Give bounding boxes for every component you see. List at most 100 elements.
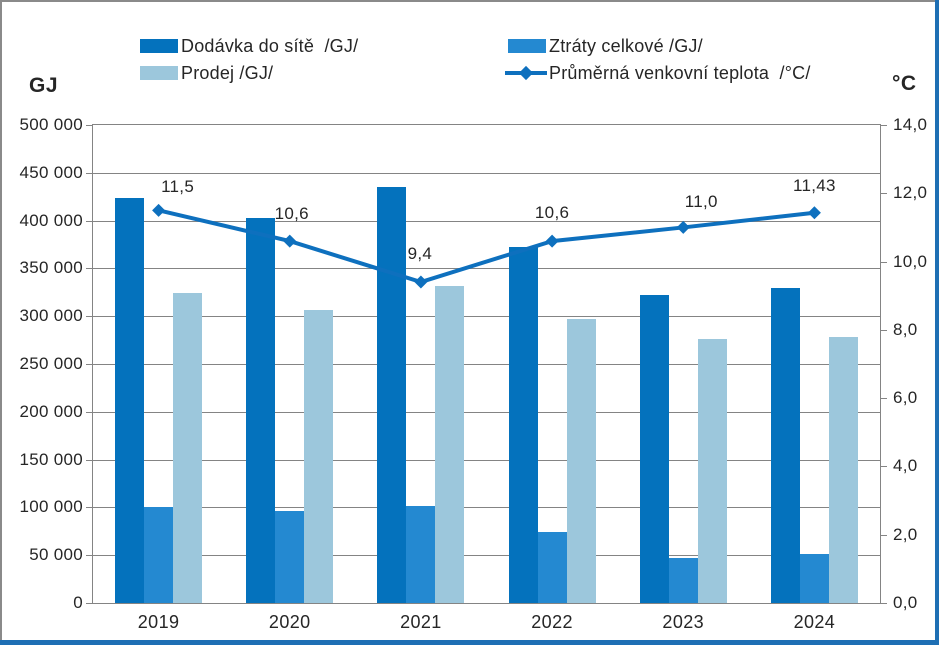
bar: [275, 511, 305, 603]
left-axis-tick-label: 0: [73, 593, 83, 612]
legend-label: Ztráty celkové /GJ/: [549, 35, 703, 56]
temperature-marker-icon: [545, 234, 559, 248]
line-diamond-icon: [505, 64, 547, 82]
x-axis-year-label: 2024: [793, 612, 836, 632]
bar: [144, 507, 174, 603]
bar: [828, 337, 858, 603]
legend-swatch-ztraty: [508, 39, 546, 53]
right-axis-tick-label: 10,0: [893, 251, 928, 271]
left-axis-tick-label: 500 000: [19, 115, 83, 134]
left-axis-tick: [86, 316, 93, 318]
bar: [377, 187, 407, 603]
gridline: [93, 507, 880, 509]
bar-group-2020: [224, 125, 355, 603]
bar: [435, 285, 465, 603]
left-axis-tick-label: 350 000: [19, 258, 83, 278]
legend-item-prodej: Prodej /GJ/: [140, 62, 274, 83]
temperature-value-label: 10,6: [274, 204, 309, 224]
temperature-value-label: 10,6: [534, 203, 570, 223]
left-axis-tick-label: 100 000: [19, 497, 83, 517]
gridline: [93, 459, 880, 461]
bar-group-2023: [618, 125, 749, 603]
left-axis-tick: [86, 507, 93, 509]
temperature-marker-icon: [807, 206, 821, 220]
legend-swatch-prodej: [140, 66, 178, 80]
bar-group-2024: [749, 125, 880, 603]
x-axis-year-label: 2023: [662, 612, 705, 632]
temperature-value-label: 11,43: [793, 175, 836, 195]
x-axis-year-label: 2021: [400, 612, 442, 632]
left-axis-tick: [86, 603, 93, 604]
gridline: [93, 220, 880, 222]
gridline: [93, 316, 880, 318]
right-axis-tick: [880, 534, 887, 536]
gridline: [93, 555, 880, 557]
frame-edge-left: [0, 0, 2, 645]
gridline: [93, 268, 880, 270]
bar-group-2022: [487, 125, 618, 603]
right-axis-tick-label: 12,0: [893, 183, 928, 203]
gridline: [93, 411, 880, 413]
left-axis-tick: [86, 411, 93, 413]
temperature-marker-icon: [283, 234, 297, 248]
left-axis-title: GJ: [29, 74, 59, 97]
right-axis-tick: [880, 329, 887, 331]
gridline: [93, 172, 880, 174]
right-axis-tick: [880, 603, 887, 604]
bar-group-2021: [355, 125, 486, 603]
bar: [115, 197, 145, 603]
bar: [668, 558, 698, 603]
legend-item-teplota: Průměrná venkovní teplota /°C/: [505, 62, 811, 83]
left-axis-tick: [86, 220, 93, 222]
gridline: [93, 364, 880, 365]
right-axis-tick-label: 8,0: [893, 319, 918, 339]
temperature-marker-icon: [676, 220, 690, 234]
right-axis-tick: [880, 125, 887, 126]
plot-area: 500 000 450 000 400 000 350 000 300 000 250 0…: [19, 115, 927, 632]
bar: [799, 554, 829, 603]
x-axis-year-label: 2019: [137, 612, 180, 632]
bar: [173, 293, 203, 603]
left-axis-tick: [86, 459, 93, 461]
bar-group-2019: [93, 125, 224, 603]
right-axis-tick-label: 2,0: [893, 524, 918, 544]
bar: [246, 217, 276, 603]
right-axis-tick-label: 4,0: [893, 456, 918, 476]
left-axis-tick-label: 250 000: [19, 354, 83, 373]
temperature-line: [158, 208, 815, 285]
right-axis-title: °C: [892, 72, 917, 95]
left-axis-tick: [86, 172, 93, 174]
bar: [304, 309, 334, 603]
bar: [770, 288, 800, 603]
bar: [508, 247, 538, 603]
left-axis-tick-label: 150 000: [19, 449, 83, 469]
left-axis-tick: [86, 125, 93, 126]
x-axis-year-label: 2022: [531, 612, 573, 632]
bar: [406, 505, 436, 603]
legend-item-dodavka: Dodávka do sítě /GJ/: [140, 36, 358, 56]
temperature-marker-icon: [152, 203, 166, 217]
left-axis-tick-label: 450 000: [19, 162, 83, 182]
left-axis-tick-label: 50 000: [29, 545, 83, 565]
right-axis-tick: [880, 466, 887, 468]
left-axis-tick: [86, 268, 93, 270]
temperature-marker-icon: [414, 275, 428, 289]
temperature-value-label: 11,0: [684, 192, 718, 212]
frame-edge-top: [0, 0, 939, 2]
right-axis-tick: [880, 261, 887, 263]
bar: [566, 319, 596, 603]
bar: [697, 339, 727, 603]
legend-label: Prodej /GJ/: [181, 62, 274, 83]
frame-edge-bottom: [0, 640, 939, 645]
left-axis-tick-label: 300 000: [19, 306, 83, 326]
left-axis-tick: [86, 555, 93, 557]
frame-edge-right: [935, 0, 939, 645]
right-axis-tick: [880, 193, 887, 195]
legend-label: Průměrná venkovní teplota /°C/: [549, 62, 811, 83]
temperature-value-label: 11,5: [161, 177, 195, 197]
bar: [537, 532, 567, 603]
right-axis-tick-label: 6,0: [893, 388, 918, 408]
right-axis-tick-label: 0,0: [893, 593, 918, 612]
temperature-line-layer: [152, 203, 821, 289]
